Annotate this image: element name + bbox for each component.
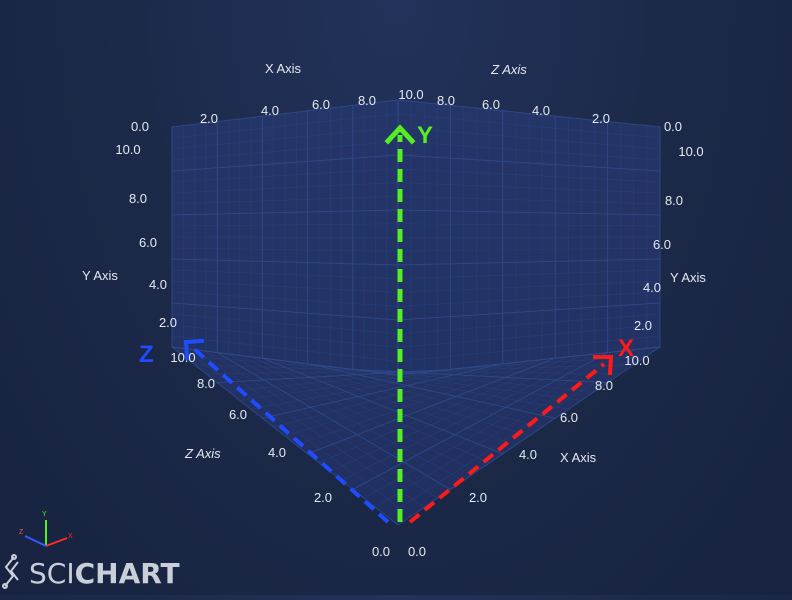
grid-line: [171, 99, 399, 128]
x-axis-arrow: X: [408, 335, 634, 524]
z-axis-title-front: Z Axis: [184, 446, 221, 461]
tick-label: 0.0: [372, 544, 390, 559]
y-axis-title-left: Y Axis: [82, 268, 118, 283]
scichart-logo: SCICHART: [2, 554, 180, 590]
svg-text:X: X: [618, 335, 634, 362]
svg-text:Z: Z: [139, 341, 154, 368]
tick-label: 2.0: [634, 318, 652, 333]
logo-text: SCICHART: [29, 557, 180, 590]
grid-line: [171, 346, 399, 376]
grid-line: [397, 346, 661, 376]
tick-label: 2.0: [592, 111, 610, 126]
grid-line: [183, 355, 412, 374]
grid-line: [171, 209, 399, 216]
grid-line: [375, 364, 634, 373]
grid-line: [284, 360, 530, 437]
tick-label: 6.0: [229, 407, 247, 422]
grid-lines: [171, 99, 661, 526]
tick-label: 4.0: [519, 447, 537, 462]
grid-line: [171, 195, 399, 205]
tick-label: 10.0: [170, 350, 195, 365]
grid-line: [171, 154, 399, 172]
grid-line: [397, 195, 661, 205]
grid-line: [397, 154, 661, 172]
tick-label: 8.0: [129, 191, 147, 206]
tick-label: 0.0: [664, 119, 682, 134]
grid-line: [262, 363, 503, 419]
svg-text:X: X: [68, 533, 73, 540]
tick-label: 6.0: [653, 237, 671, 252]
grid-line: [171, 113, 399, 139]
tick-label: 10.0: [678, 144, 703, 159]
grid-line: [397, 127, 661, 150]
x-axis-title-top: X Axis: [265, 61, 302, 76]
grid-line: [251, 364, 490, 410]
grid-line: [171, 223, 399, 227]
grid-line: [296, 362, 543, 428]
tick-label: 6.0: [312, 97, 330, 112]
tick-label: 10.0: [398, 87, 423, 102]
scichart-logo-icon: [2, 554, 19, 589]
tick-label: 4.0: [149, 277, 167, 292]
tick-labels: 2.04.0 6.0 8.0 10.00.02.04.06.08.00.02.04.0…: [115, 87, 703, 559]
grid-line: [239, 366, 477, 401]
grid-line: [194, 364, 425, 373]
tick-label: 2.0: [314, 490, 332, 505]
tick-label: 8.0: [437, 93, 455, 108]
tick-label: 4.0: [261, 103, 279, 118]
orientation-gizmo: Y X Z: [19, 511, 73, 547]
floor: [172, 347, 660, 525]
tick-label: 8.0: [358, 93, 376, 108]
grid-line: [397, 99, 661, 128]
x-axis-title-front: X Axis: [560, 450, 597, 465]
grid-line: [171, 168, 399, 183]
grid-line: [397, 140, 661, 161]
grid-line: [397, 182, 661, 194]
tick-label: 4.0: [643, 280, 661, 295]
tick-label: 2.0: [200, 111, 218, 126]
tick-label: 4.0: [268, 445, 286, 460]
grid-line: [397, 223, 661, 227]
tick-label: 6.0: [560, 410, 578, 425]
grid-line: [397, 209, 661, 216]
z-axis-title-top: Z Axis: [490, 62, 527, 77]
y-axis-arrow: Y: [384, 122, 433, 522]
grid-line: [171, 236, 399, 238]
tick-label: 10.0: [115, 142, 140, 157]
tick-label: 6.0: [139, 235, 157, 250]
grid-line: [171, 140, 399, 161]
tick-label: 2.0: [469, 490, 487, 505]
grid-line: [397, 236, 661, 238]
grid-line: [397, 113, 661, 139]
grid-line: [273, 362, 516, 428]
tick-label: 2.0: [159, 315, 177, 330]
grid-line: [397, 168, 661, 183]
tick-label: 0.0: [131, 119, 149, 134]
grid-line: [171, 182, 399, 194]
tick-label: 8.0: [197, 376, 215, 391]
svg-text:Z: Z: [19, 529, 24, 536]
tick-label: 8.0: [595, 378, 613, 393]
z-axis-arrow: Z: [139, 338, 390, 524]
tick-label: 8.0: [665, 193, 683, 208]
tick-label: 10.0: [624, 353, 649, 368]
svg-text:Y: Y: [42, 511, 47, 518]
grid-line: [307, 363, 556, 419]
grid-line: [171, 127, 399, 150]
tick-label: 4.0: [532, 103, 550, 118]
tick-label: 0.0: [408, 544, 426, 559]
svg-text:Y: Y: [417, 122, 433, 149]
grid-line: [318, 364, 569, 410]
tick-label: 6.0: [482, 97, 500, 112]
y-axis-title-right: Y Axis: [670, 270, 706, 285]
